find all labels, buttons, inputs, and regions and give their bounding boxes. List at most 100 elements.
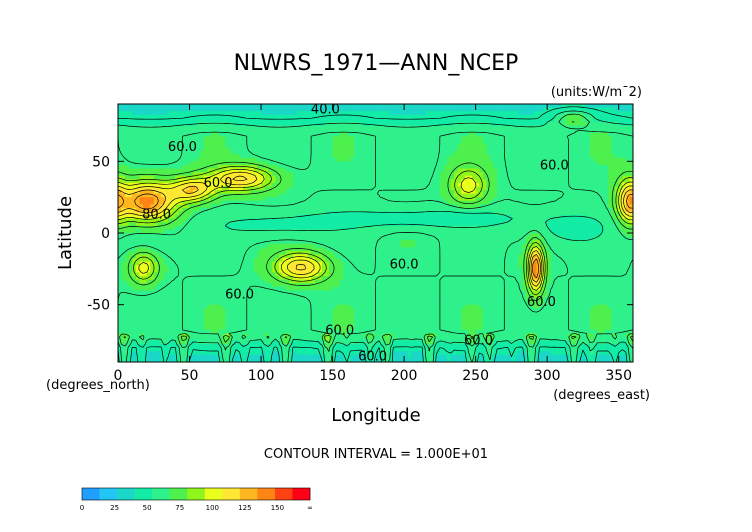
field-cell: [418, 136, 423, 141]
field-cell: [178, 125, 183, 130]
field-cell: [414, 111, 419, 116]
field-cell: [350, 175, 355, 180]
field-cell: [329, 125, 333, 130]
field-cell: [346, 139, 351, 144]
field-cell: [489, 207, 494, 212]
field-cell: [611, 139, 616, 144]
field-cell: [318, 139, 323, 144]
field-cell: [407, 172, 412, 177]
field-cell: [600, 197, 605, 202]
field-cell: [600, 179, 605, 184]
field-cell: [346, 150, 351, 155]
field-cell: [307, 190, 312, 194]
field-cell: [189, 147, 194, 151]
field-cell: [210, 182, 215, 187]
field-cell: [153, 179, 158, 184]
field-cell: [396, 182, 401, 187]
field-cell: [150, 179, 155, 184]
field-cell: [582, 132, 587, 137]
field-cell: [497, 200, 502, 205]
field-cell: [118, 179, 122, 184]
field-cell: [257, 125, 262, 130]
field-cell: [468, 147, 473, 151]
field-cell: [429, 193, 434, 198]
field-cell: [153, 125, 158, 130]
field-cell: [225, 157, 230, 162]
field-cell: [600, 139, 605, 144]
field-cell: [607, 132, 612, 137]
field-cell: [171, 147, 176, 151]
field-cell: [307, 164, 312, 169]
field-cell: [346, 164, 351, 169]
field-cell: [439, 111, 444, 116]
field-cell: [525, 136, 530, 141]
field-cell: [536, 143, 541, 148]
field-cell: [396, 154, 401, 159]
field-cell: [343, 218, 348, 223]
field-cell: [404, 190, 409, 194]
field-cell: [514, 157, 519, 162]
field-cell: [489, 114, 494, 119]
field-cell: [271, 215, 276, 220]
field-cell: [253, 121, 258, 126]
field-cell: [579, 218, 584, 223]
field-cell: [511, 111, 516, 116]
field-cell: [482, 136, 487, 141]
field-cell: [593, 132, 598, 137]
field-cell: [329, 114, 333, 119]
field-cell: [604, 147, 609, 151]
field-cell: [275, 218, 280, 223]
field-cell: [532, 190, 537, 194]
field-cell: [321, 132, 326, 137]
field-cell: [536, 118, 541, 123]
field-cell: [529, 218, 534, 223]
field-cell: [607, 121, 612, 126]
field-cell: [550, 121, 555, 126]
field-cell: [153, 211, 158, 216]
field-cell: [411, 164, 416, 169]
field-cell: [547, 111, 552, 116]
field-cell: [457, 114, 462, 119]
field-cell: [146, 179, 151, 184]
field-cell: [396, 132, 401, 137]
field-cell: [228, 200, 233, 205]
field-cell: [289, 107, 294, 112]
field-cell: [532, 164, 537, 169]
field-cell: [497, 125, 502, 130]
field-cell: [432, 215, 437, 220]
field-cell: [364, 111, 369, 116]
field-cell: [532, 111, 537, 116]
field-cell: [414, 150, 419, 155]
field-cell: [536, 114, 541, 119]
field-cell: [529, 186, 534, 191]
field-cell: [514, 197, 519, 202]
field-cell: [261, 118, 265, 123]
field-cell: [271, 186, 276, 191]
field-cell: [607, 204, 612, 209]
field-cell: [218, 111, 223, 116]
field-cell: [361, 132, 366, 137]
field-cell: [261, 222, 265, 227]
field-cell: [239, 193, 244, 198]
field-cell: [350, 207, 355, 212]
field-cell: [132, 139, 137, 144]
field-cell: [157, 200, 162, 205]
field-cell: [464, 157, 469, 162]
field-cell: [185, 225, 190, 230]
field-cell: [450, 154, 455, 159]
field-cell: [339, 186, 344, 191]
field-cell: [207, 150, 212, 155]
field-cell: [300, 175, 305, 180]
field-cell: [615, 179, 620, 184]
field-cell: [371, 118, 376, 123]
field-cell: [522, 161, 527, 166]
field-cell: [454, 132, 459, 137]
field-cell: [296, 154, 301, 159]
field-cell: [468, 129, 473, 134]
field-cell: [429, 179, 434, 184]
field-cell: [143, 157, 147, 162]
field-cell: [160, 139, 165, 144]
field-cell: [593, 161, 598, 166]
field-cell: [493, 179, 498, 184]
field-cell: [529, 147, 534, 151]
